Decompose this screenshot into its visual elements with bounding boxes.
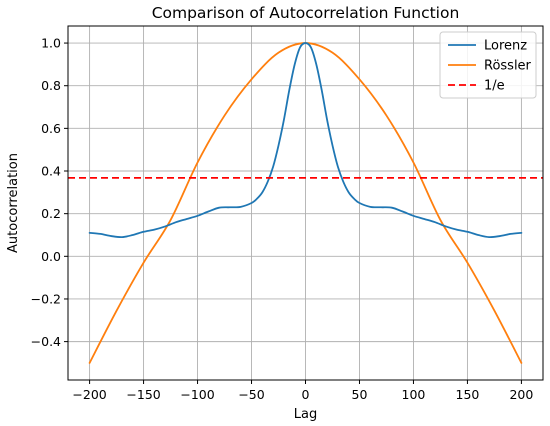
chart-title: Comparison of Autocorrelation Function: [152, 4, 460, 22]
legend-label: 1/e: [484, 79, 505, 94]
series-layer: [68, 42, 543, 364]
x-tick-label: −100: [180, 387, 214, 402]
legend-label: Lorenz: [484, 39, 527, 54]
y-tick-label: 0.6: [41, 121, 61, 136]
tick-layer: −200 −150 −100 −50 0 50 100 150 200 −0.4 −0.2 0.0 0.…: [31, 36, 534, 402]
y-tick-label: 0.4: [41, 164, 61, 179]
x-tick-label: −200: [72, 387, 106, 402]
x-tick-label: −50: [238, 387, 264, 402]
y-tick-label: 0.8: [41, 78, 61, 93]
y-tick-label: 0.2: [41, 206, 61, 221]
x-tick-label: −150: [126, 387, 160, 402]
x-tick-label: 200: [509, 387, 533, 402]
y-tick-label: 0.0: [41, 249, 61, 264]
x-tick-label: 100: [402, 387, 426, 402]
x-tick-label: 0: [302, 387, 310, 402]
y-tick-label: −0.2: [31, 291, 61, 306]
x-axis-label: Lag: [294, 407, 317, 422]
legend-label: Rössler: [484, 59, 532, 74]
legend: Lorenz Rössler 1/e: [439, 31, 537, 99]
series-line-lorenz: [88, 42, 523, 239]
x-tick-label: 150: [456, 387, 480, 402]
y-tick-label: 1.0: [41, 36, 61, 51]
y-axis-label: Autocorrelation: [6, 153, 21, 253]
y-tick-label: −0.4: [31, 334, 61, 349]
legend-box: [439, 31, 537, 99]
x-tick-label: 50: [352, 387, 368, 402]
